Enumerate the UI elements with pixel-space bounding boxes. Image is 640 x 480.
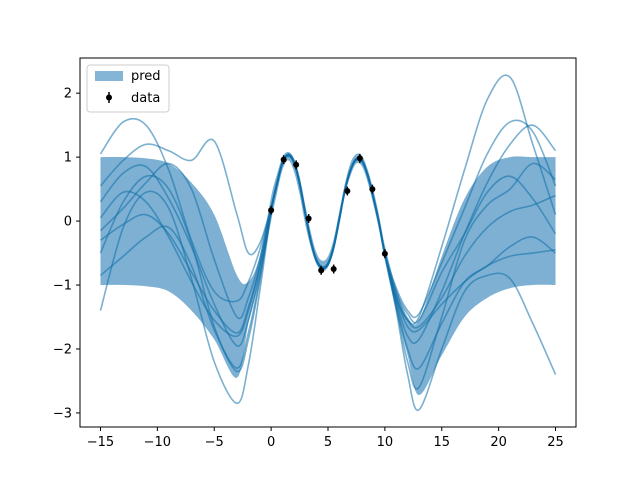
legend-data-label: data: [131, 91, 160, 106]
x-tick-label: 20: [490, 435, 507, 450]
x-tick-label: 0: [267, 435, 275, 450]
data-point-6: [330, 266, 337, 273]
legend-pred-swatch: [95, 71, 123, 81]
y-axis-ticks: −3 −2 −1 0 1 2: [53, 87, 80, 421]
x-tick-label: −10: [144, 435, 171, 450]
data-points-layer: [268, 153, 388, 275]
data-point-7: [344, 188, 351, 195]
y-tick-label: 0: [64, 215, 72, 230]
data-point-1: [268, 207, 275, 214]
x-tick-label: −5: [205, 435, 224, 450]
x-tick-label: 10: [377, 435, 394, 450]
posterior-sample-9: [99, 119, 557, 319]
prediction-band: [100, 151, 556, 396]
y-tick-label: −2: [53, 342, 72, 357]
legend-pred-label: pred: [131, 69, 161, 84]
data-point-9: [369, 186, 376, 193]
x-tick-label: −15: [87, 435, 114, 450]
data-point-4: [305, 215, 312, 222]
x-tick-label: 25: [547, 435, 564, 450]
x-axis-ticks: −15 −10 −5 0 5 10 15 20 25: [87, 427, 564, 450]
legend-data-marker: [106, 94, 112, 101]
y-tick-label: 2: [64, 87, 72, 102]
data-point-2: [280, 156, 287, 163]
data-point-8: [356, 155, 363, 162]
legend: pred data: [86, 64, 170, 113]
y-tick-label: −3: [53, 406, 72, 421]
y-tick-label: −1: [53, 279, 72, 294]
x-tick-label: 15: [433, 435, 450, 450]
y-tick-label: 1: [64, 151, 72, 166]
prediction-band-layer: [100, 151, 556, 396]
x-tick-label: 5: [324, 435, 332, 450]
data-point-10: [381, 250, 388, 257]
posterior-samples-layer: [99, 74, 557, 411]
data-point-5: [318, 267, 325, 274]
data-point-3: [293, 161, 300, 168]
